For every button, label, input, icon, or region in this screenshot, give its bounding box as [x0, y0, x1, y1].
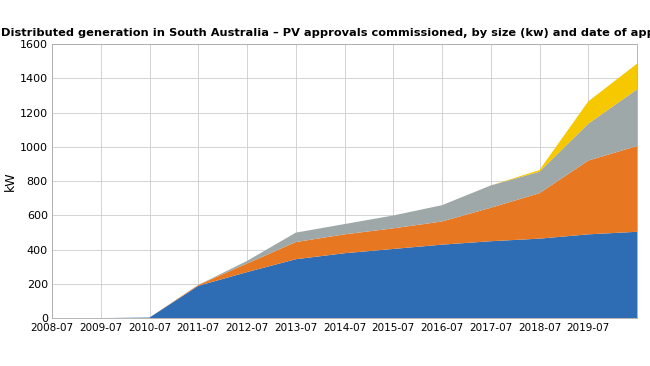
Title: Distributed generation in South Australia – PV approvals commissioned, by size (: Distributed generation in South Australi… — [1, 27, 650, 38]
Y-axis label: kW: kW — [4, 171, 17, 191]
